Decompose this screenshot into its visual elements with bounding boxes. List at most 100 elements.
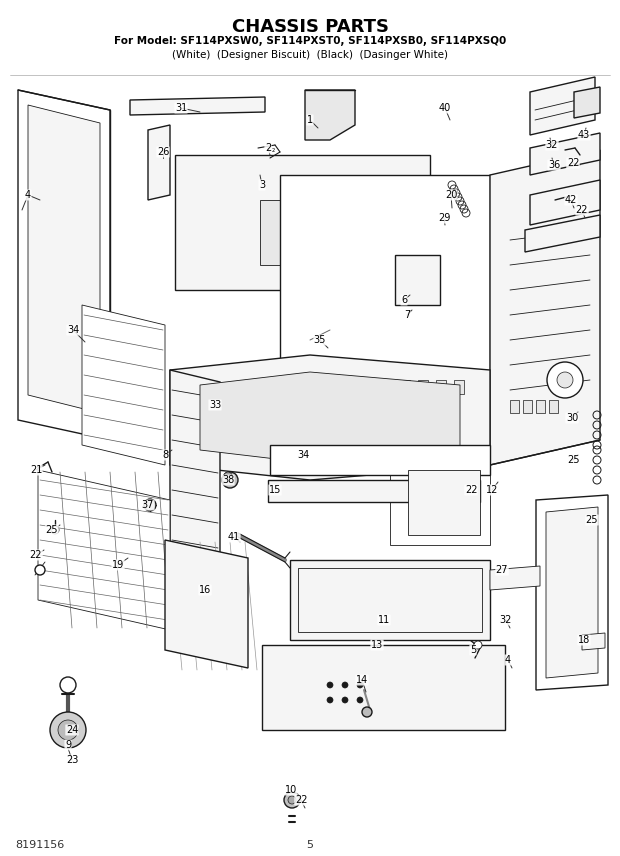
Polygon shape (395, 255, 440, 305)
Polygon shape (536, 495, 608, 690)
Text: 8191156: 8191156 (15, 840, 64, 850)
Polygon shape (170, 355, 490, 480)
Polygon shape (280, 175, 490, 465)
Circle shape (474, 641, 482, 649)
Circle shape (60, 677, 76, 693)
Bar (523, 400, 532, 413)
Text: 29: 29 (438, 213, 450, 223)
Text: 31: 31 (175, 103, 187, 113)
Text: 41: 41 (228, 532, 240, 542)
Polygon shape (38, 470, 170, 630)
Polygon shape (305, 90, 355, 140)
Bar (536, 400, 545, 413)
Text: For Model: SF114PXSW0, SF114PXST0, SF114PXSB0, SF114PXSQ0: For Model: SF114PXSW0, SF114PXST0, SF114… (114, 36, 506, 46)
Circle shape (288, 796, 296, 804)
Text: 9: 9 (65, 740, 71, 750)
Text: ₂: ₂ (272, 145, 275, 154)
Polygon shape (574, 87, 600, 118)
Polygon shape (530, 77, 595, 135)
Text: 35: 35 (314, 335, 326, 345)
Text: 12: 12 (486, 485, 498, 495)
Circle shape (357, 682, 363, 688)
Bar (549, 400, 558, 413)
Circle shape (342, 682, 348, 688)
Text: 4: 4 (505, 655, 511, 665)
Circle shape (357, 697, 363, 703)
Text: 7: 7 (404, 310, 410, 320)
Text: 20: 20 (445, 190, 457, 200)
Text: eReplacementParts.com: eReplacementParts.com (202, 425, 338, 435)
Polygon shape (165, 540, 248, 668)
Circle shape (144, 499, 156, 511)
Text: 40: 40 (439, 103, 451, 113)
Polygon shape (290, 560, 490, 640)
Text: 19: 19 (112, 560, 124, 570)
Text: 22: 22 (576, 205, 588, 215)
Text: 32: 32 (546, 140, 558, 150)
Text: 27: 27 (496, 565, 508, 575)
Bar (400, 380, 410, 394)
Bar (418, 380, 428, 394)
Text: 14: 14 (356, 675, 368, 685)
Polygon shape (18, 90, 110, 440)
Circle shape (362, 707, 372, 717)
Polygon shape (490, 150, 600, 465)
Circle shape (50, 712, 86, 748)
Text: 36: 36 (548, 160, 560, 170)
Polygon shape (390, 445, 490, 545)
Bar (436, 380, 446, 394)
Polygon shape (546, 507, 598, 678)
Polygon shape (268, 480, 480, 502)
Text: 34: 34 (297, 450, 309, 460)
Text: 23: 23 (66, 755, 78, 765)
Text: 4: 4 (25, 190, 31, 200)
Text: 13: 13 (371, 640, 383, 650)
Polygon shape (530, 180, 600, 225)
Text: 3: 3 (259, 180, 265, 190)
Text: 16: 16 (199, 585, 211, 595)
Text: 25: 25 (586, 515, 598, 525)
Bar (510, 400, 519, 413)
Text: 22: 22 (465, 485, 477, 495)
Polygon shape (148, 125, 170, 200)
Text: 42: 42 (565, 195, 577, 205)
Text: 1: 1 (307, 115, 313, 125)
Text: (White)  (Designer Biscuit)  (Black)  (Dasinger White): (White) (Designer Biscuit) (Black) (Dasi… (172, 50, 448, 60)
Text: 37: 37 (142, 500, 154, 510)
Polygon shape (525, 215, 600, 252)
Text: 5: 5 (470, 645, 476, 655)
Text: 22: 22 (294, 795, 308, 805)
Text: 43: 43 (578, 130, 590, 140)
Text: 30: 30 (566, 413, 578, 423)
Text: 18: 18 (578, 635, 590, 645)
Polygon shape (582, 633, 605, 650)
Polygon shape (408, 470, 480, 535)
Bar (454, 380, 464, 394)
Text: 5: 5 (306, 840, 314, 850)
Text: 10: 10 (285, 785, 297, 795)
Polygon shape (262, 645, 505, 730)
Circle shape (222, 472, 238, 488)
Text: 6: 6 (401, 295, 407, 305)
Text: 33: 33 (209, 400, 221, 410)
Polygon shape (175, 155, 430, 290)
Text: 34: 34 (67, 325, 79, 335)
Circle shape (547, 362, 583, 398)
Polygon shape (170, 370, 220, 612)
Polygon shape (130, 97, 265, 115)
Circle shape (327, 682, 333, 688)
Polygon shape (530, 133, 600, 175)
Circle shape (51, 526, 59, 534)
Text: 24: 24 (66, 725, 78, 735)
Circle shape (35, 565, 45, 575)
Text: 8: 8 (162, 450, 168, 460)
Circle shape (342, 697, 348, 703)
Text: 15: 15 (269, 485, 281, 495)
Text: 25: 25 (46, 525, 58, 535)
Text: 21: 21 (30, 465, 42, 475)
Circle shape (327, 697, 333, 703)
Text: 22: 22 (30, 550, 42, 560)
Text: 22: 22 (567, 158, 579, 168)
Circle shape (284, 792, 300, 808)
Text: 11: 11 (378, 615, 390, 625)
